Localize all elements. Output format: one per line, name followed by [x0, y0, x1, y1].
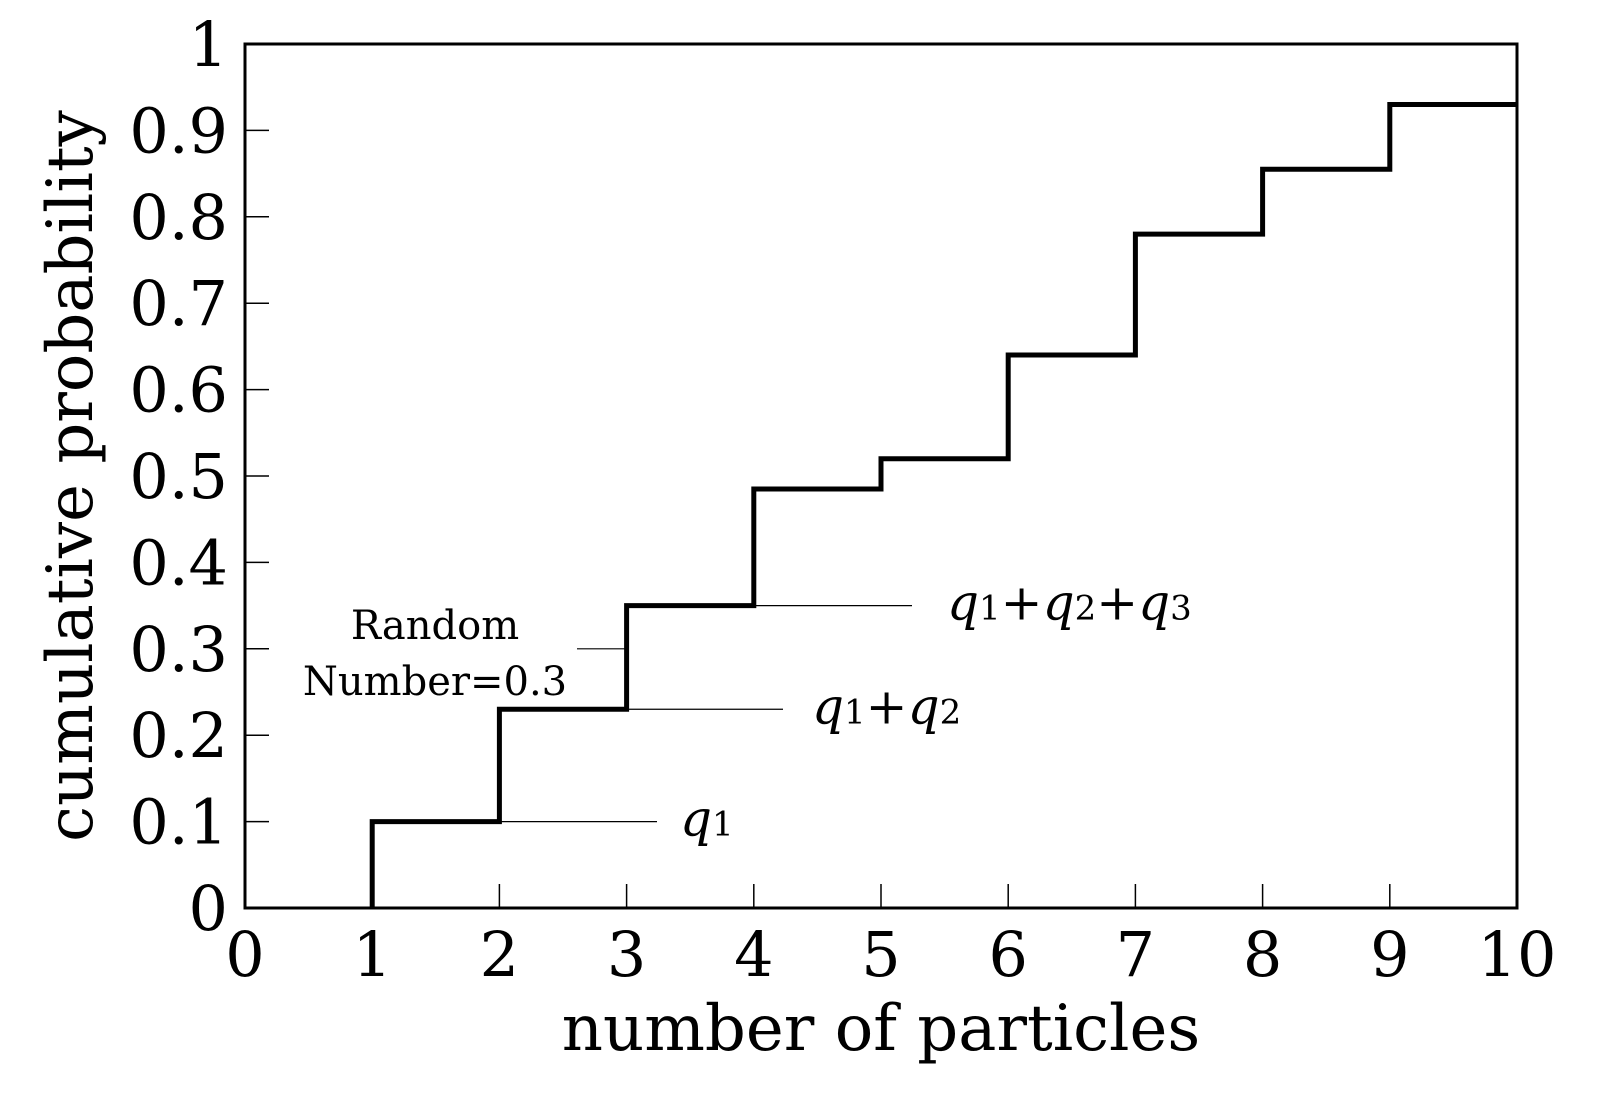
y-tick-label: 0.5 [129, 440, 228, 513]
x-tick-label: 6 [988, 918, 1027, 991]
y-tick-label: 0 [189, 872, 228, 945]
x-tick-label: 1 [352, 918, 391, 991]
step-line [369, 101, 1517, 908]
q1q2q3-label: q1+q2+q3 [947, 574, 1192, 632]
annotation-lines [499, 604, 912, 823]
y-tick-label: 0.2 [129, 699, 228, 772]
y-tick-label: 0.6 [129, 354, 228, 427]
y-tick-label: 0.8 [129, 181, 228, 254]
y-tick-label: 0.7 [129, 267, 228, 340]
x-tick-label: 7 [1116, 918, 1155, 991]
random-number-label-line2: Number=0.3 [303, 659, 567, 705]
x-tick-label: 0 [225, 918, 264, 991]
x-tick-label: 3 [607, 918, 646, 991]
x-tick-label: 4 [734, 918, 773, 991]
y-tick-label: 1 [189, 8, 228, 81]
ticks-layer [245, 129, 1391, 908]
y-tick-label: 0.3 [129, 613, 228, 686]
plot-frame [243, 42, 1519, 910]
x-tick-label: 9 [1370, 918, 1409, 991]
x-tick-label: 2 [480, 918, 519, 991]
x-tick-label: 8 [1243, 918, 1282, 991]
x-axis-title: number of particles [562, 992, 1200, 1066]
x-tick-label: 5 [861, 918, 900, 991]
q1-label: q1 [680, 790, 734, 848]
y-tick-label: 0.1 [129, 786, 228, 859]
y-tick-label: 0.9 [129, 94, 228, 167]
x-tick-label: 10 [1478, 918, 1557, 991]
random-number-label-line1: Random [351, 603, 519, 649]
labels-layer: 0 1 2 3 4 5 6 7 8 9 10 0 0.1 0.2 0.3 0.4 0.5 0.6 0.7 0.8 0.9… [129, 8, 1556, 991]
y-axis-title: cumulative probability [34, 110, 108, 842]
q1q2-label: q1+q2 [812, 677, 961, 735]
y-tick-label: 0.4 [129, 526, 228, 599]
